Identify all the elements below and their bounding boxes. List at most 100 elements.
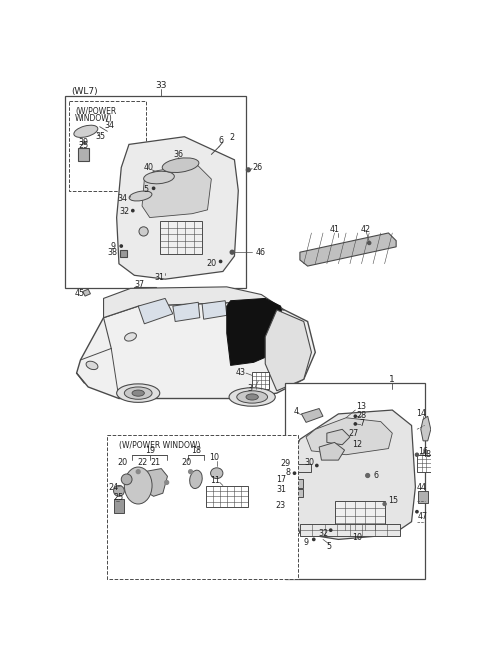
Text: 44: 44 [417,482,427,492]
Polygon shape [117,137,238,279]
Polygon shape [265,310,312,391]
Circle shape [246,168,250,172]
Polygon shape [327,429,350,445]
Text: 33: 33 [156,81,167,89]
Polygon shape [138,299,173,324]
Bar [300,524,400,536]
Circle shape [366,474,370,478]
Ellipse shape [162,158,199,172]
Text: 9: 9 [303,538,309,547]
Circle shape [136,470,140,474]
Polygon shape [77,302,315,399]
Circle shape [120,245,122,247]
Polygon shape [144,468,168,496]
Text: 47: 47 [418,512,428,521]
Text: 18: 18 [191,445,201,455]
Circle shape [189,470,192,474]
Text: 34: 34 [118,194,128,203]
Circle shape [312,538,315,541]
Polygon shape [300,233,396,266]
Ellipse shape [211,468,223,478]
Ellipse shape [86,361,98,370]
Bar [69,101,146,191]
Text: 31: 31 [276,485,286,494]
Text: 23: 23 [275,501,285,510]
Circle shape [132,209,134,212]
Ellipse shape [132,390,144,396]
Text: 40: 40 [143,163,153,172]
Ellipse shape [229,388,275,406]
Text: 11: 11 [210,476,220,486]
Circle shape [293,472,296,474]
Polygon shape [104,287,285,318]
Text: 10: 10 [353,532,363,542]
Text: 39: 39 [78,138,88,147]
Circle shape [415,453,419,456]
Bar [291,501,296,510]
Text: 43: 43 [236,368,246,377]
Bar [160,221,202,254]
Polygon shape [319,442,345,460]
Ellipse shape [144,171,174,184]
Text: 25: 25 [78,141,88,151]
Bar [295,464,312,472]
Text: (WL7): (WL7) [71,87,98,95]
Circle shape [316,465,318,467]
Text: 29: 29 [280,459,291,468]
Ellipse shape [121,474,132,485]
Ellipse shape [114,486,124,496]
Text: 46: 46 [256,247,266,257]
Ellipse shape [190,470,202,488]
Polygon shape [227,299,285,365]
Bar [285,383,425,580]
Text: 20: 20 [181,458,191,467]
Text: 16: 16 [418,447,428,456]
Text: 20: 20 [118,458,128,467]
Text: 14: 14 [417,409,427,418]
Circle shape [330,529,332,532]
Text: 36: 36 [173,150,183,159]
Text: 8: 8 [286,468,291,477]
Text: 7: 7 [359,419,364,428]
Circle shape [230,250,234,254]
Circle shape [219,261,222,263]
Polygon shape [421,417,431,441]
Text: 38: 38 [108,249,118,257]
Ellipse shape [246,394,258,400]
Text: 19: 19 [144,445,155,455]
Polygon shape [292,410,415,540]
Text: 9: 9 [111,242,116,251]
Ellipse shape [117,384,160,402]
Polygon shape [301,409,323,422]
Text: 24: 24 [108,482,119,492]
Text: WINDOW): WINDOW) [75,114,113,124]
Bar [419,491,428,503]
Text: (W/POWER: (W/POWER [75,107,116,116]
Text: 26: 26 [252,163,262,172]
Bar [252,372,269,388]
Text: 10: 10 [209,453,219,463]
Ellipse shape [125,333,136,341]
Text: 15: 15 [388,496,398,505]
Text: (W/POWER WINDOW): (W/POWER WINDOW) [119,441,200,450]
Text: 34: 34 [105,120,115,130]
Bar [206,486,248,507]
Text: 6: 6 [373,471,378,480]
Text: 5: 5 [144,185,148,193]
Polygon shape [83,289,90,296]
Ellipse shape [124,467,152,504]
Text: 17: 17 [276,475,286,484]
Text: 48: 48 [421,450,432,459]
Text: 21: 21 [151,458,161,467]
Polygon shape [306,418,392,455]
Text: 27: 27 [348,428,359,438]
Polygon shape [173,302,200,322]
Circle shape [165,480,168,484]
Ellipse shape [124,387,152,399]
Text: 20: 20 [206,259,216,268]
Text: 5: 5 [326,542,332,551]
Text: 42: 42 [360,226,371,234]
Text: 13: 13 [357,402,367,411]
Text: 22: 22 [137,458,147,467]
Circle shape [354,423,357,425]
